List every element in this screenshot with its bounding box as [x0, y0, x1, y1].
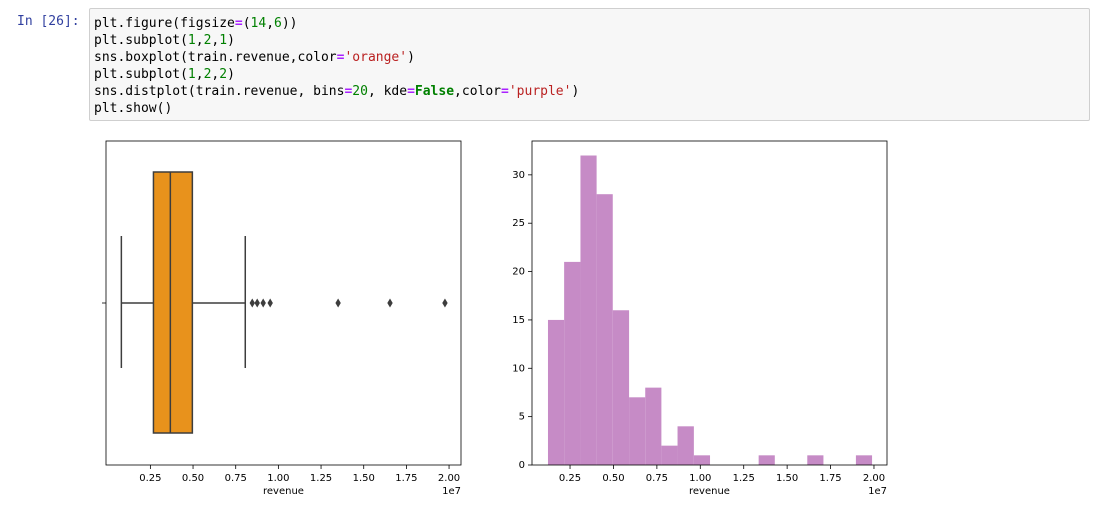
- code-line: sns.distplot(train.revenue, bins=20, kde…: [94, 84, 580, 99]
- outlier: [335, 298, 341, 308]
- axis-offset-label: 1e7: [868, 486, 887, 497]
- outlier: [254, 298, 260, 308]
- y-tick-label: 0: [519, 460, 525, 471]
- x-axis-label: revenue: [689, 486, 730, 497]
- code-line: plt.subplot(1,2,2): [94, 67, 235, 82]
- x-tick-label: 0.75: [225, 473, 247, 484]
- bar: [612, 310, 630, 465]
- x-tick-label: 1.50: [353, 473, 375, 484]
- x-tick-label: 0.50: [182, 473, 204, 484]
- x-tick-label: 0.25: [139, 473, 161, 484]
- x-tick-label: 1.75: [395, 473, 417, 484]
- bar: [645, 387, 662, 465]
- bar: [758, 455, 775, 465]
- x-tick-label: 0.75: [646, 473, 668, 484]
- code-line: plt.show(): [94, 101, 173, 116]
- box: [152, 171, 194, 434]
- bar: [661, 445, 678, 465]
- x-tick-label: 2.00: [863, 473, 885, 484]
- outlier: [260, 298, 266, 308]
- x-tick-label: 2.00: [438, 473, 460, 484]
- x-tick-label: 1.00: [689, 473, 711, 484]
- bar: [580, 155, 597, 466]
- bar: [564, 261, 581, 465]
- y-tick-label: 30: [512, 170, 525, 181]
- y-tick-label: 15: [512, 315, 525, 326]
- axes-frame: [105, 140, 462, 466]
- x-tick-label: 1.25: [310, 473, 332, 484]
- axes-frame: [531, 140, 888, 466]
- outlier: [249, 298, 255, 308]
- y-tick-label: 10: [512, 363, 525, 374]
- code-line: sns.boxplot(train.revenue,color='orange'…: [94, 50, 415, 65]
- x-tick-label: 0.25: [559, 473, 581, 484]
- code-cell[interactable]: plt.figure(figsize=(14,6)) plt.subplot(1,…: [89, 8, 1090, 121]
- bar: [693, 455, 711, 465]
- x-tick-label: 1.75: [819, 473, 841, 484]
- bar: [596, 194, 613, 465]
- bar: [807, 455, 824, 465]
- x-tick-label: 1.00: [267, 473, 289, 484]
- outlier: [387, 298, 393, 308]
- x-tick-label: 0.50: [602, 473, 624, 484]
- bar: [855, 455, 873, 465]
- y-tick-label: 25: [512, 218, 525, 229]
- outlier: [442, 298, 448, 308]
- outlier: [267, 298, 273, 308]
- y-tick-label: 5: [519, 412, 525, 423]
- x-axis-label: revenue: [263, 486, 304, 497]
- cell-prompt: In [26]:: [17, 14, 80, 29]
- x-tick-label: 1.50: [776, 473, 798, 484]
- code-line: plt.subplot(1,2,1): [94, 33, 235, 48]
- bar: [677, 426, 694, 465]
- axis-offset-label: 1e7: [442, 486, 461, 497]
- bar: [547, 319, 565, 465]
- code-line: plt.figure(figsize=(14,6)): [94, 16, 298, 31]
- bar: [629, 397, 646, 465]
- x-tick-label: 1.25: [733, 473, 755, 484]
- y-tick-label: 20: [512, 267, 525, 278]
